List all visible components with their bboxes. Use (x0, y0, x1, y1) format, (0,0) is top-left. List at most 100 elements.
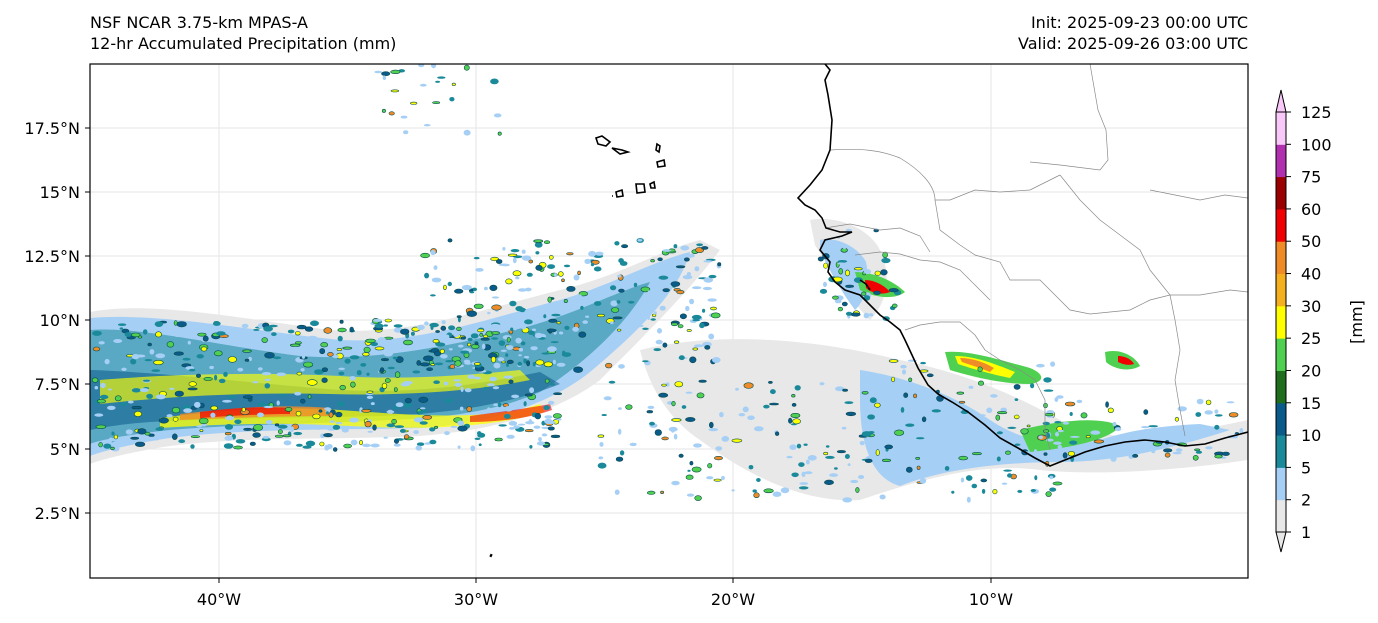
precip-cell (474, 342, 479, 346)
precip-cell (593, 266, 602, 272)
precip-cell (321, 367, 329, 373)
precip-cell (235, 439, 246, 444)
precip-cell (662, 342, 668, 348)
precip-cell (442, 284, 447, 291)
precip-cell (279, 393, 286, 397)
precip-cell (892, 388, 899, 391)
precip-cell (842, 497, 852, 503)
precip-cell (268, 324, 278, 328)
precip-cell (517, 400, 524, 405)
precip-cell (323, 433, 333, 438)
precip-cell (684, 257, 690, 262)
precip-cell (863, 312, 870, 319)
colorbar-bin (1276, 370, 1286, 404)
precip-cell (107, 405, 116, 410)
precip-core-sierra-leone-peak (960, 358, 994, 372)
precip-cell (173, 351, 184, 356)
precip-cell (513, 425, 520, 429)
precip-cell (721, 436, 730, 442)
precip-cell (673, 244, 678, 249)
precip-cell (403, 434, 410, 440)
precip-cell (670, 281, 681, 287)
precip-cell (868, 313, 874, 317)
precip-cell (662, 288, 670, 293)
precip-cell (366, 372, 370, 376)
precip-cell (445, 360, 454, 363)
precip-cell (708, 421, 714, 429)
precip-cell (823, 451, 829, 456)
precip-cell (875, 449, 880, 456)
precip-cell (223, 371, 228, 377)
precip-cell (1163, 448, 1173, 453)
precip-cell (658, 275, 669, 280)
precip-cell (431, 64, 437, 69)
precip-cell (175, 328, 181, 334)
precip-cell (1049, 487, 1057, 492)
precip-cell (509, 300, 517, 307)
precip-cell (824, 479, 834, 486)
precip-cell (501, 360, 506, 364)
precip-cell (492, 386, 500, 390)
precip-cell (913, 393, 918, 399)
lat-label: 2.5°N (35, 504, 80, 523)
precip-cell (1214, 454, 1223, 459)
precip-cell (1062, 421, 1070, 425)
precip-cell (524, 393, 533, 397)
precip-cell (566, 285, 576, 292)
precip-cell (412, 370, 421, 374)
precip-cell (153, 359, 164, 365)
colorbar-bin (1276, 435, 1286, 468)
precip-cell (653, 348, 662, 352)
island-sal (655, 142, 661, 154)
precip-cell (498, 424, 507, 427)
precip-cell (103, 443, 112, 449)
precip-cell (393, 438, 399, 444)
precip-cell (196, 373, 202, 378)
precip-cell (649, 421, 655, 426)
precip-cell (430, 363, 435, 366)
precip-cell (174, 333, 181, 338)
precip-cell (467, 337, 473, 342)
border-senegal-mauritania (829, 148, 1061, 201)
precip-cell (1030, 489, 1037, 492)
precip-cell (447, 238, 453, 243)
precip-cell (225, 416, 235, 421)
precip-cell (1107, 407, 1114, 413)
precip-cell (523, 358, 527, 364)
precip-cell (234, 419, 242, 425)
precip-cell (111, 431, 115, 436)
precip-cell (1196, 424, 1200, 428)
colorbar-level-label: 2 (1301, 491, 1311, 510)
precip-cell (381, 382, 388, 390)
precip-cell (419, 362, 430, 367)
precip-cell (227, 356, 237, 363)
precip-cell (1141, 426, 1150, 429)
precip-cell (491, 326, 497, 330)
precip-cell (320, 342, 329, 348)
precip-cell (166, 414, 173, 418)
precip-cell (696, 392, 705, 399)
precip-cell (948, 424, 955, 428)
precip-cell (381, 108, 386, 113)
precip-cell (349, 355, 360, 360)
precip-cell (383, 324, 388, 327)
precip-cell (521, 325, 527, 330)
precip-cell (608, 380, 616, 384)
precip-cell (842, 388, 848, 392)
precip-cell (546, 328, 557, 333)
precip-cell (92, 330, 102, 336)
precip-cell (786, 455, 793, 459)
map-background (90, 64, 1248, 578)
precip-cell (699, 322, 705, 329)
precip-cell (1054, 397, 1059, 402)
precip-cell (503, 375, 514, 379)
precip-cell (310, 320, 319, 327)
precip-cell (172, 433, 178, 440)
precip-cell (861, 431, 872, 437)
precip-cell (98, 341, 105, 345)
precip-cell (1003, 469, 1012, 472)
precip-cell (497, 357, 505, 362)
precip-core-inland-peak (1118, 356, 1134, 365)
precip-cell (467, 374, 475, 379)
precip-cell (618, 407, 622, 410)
